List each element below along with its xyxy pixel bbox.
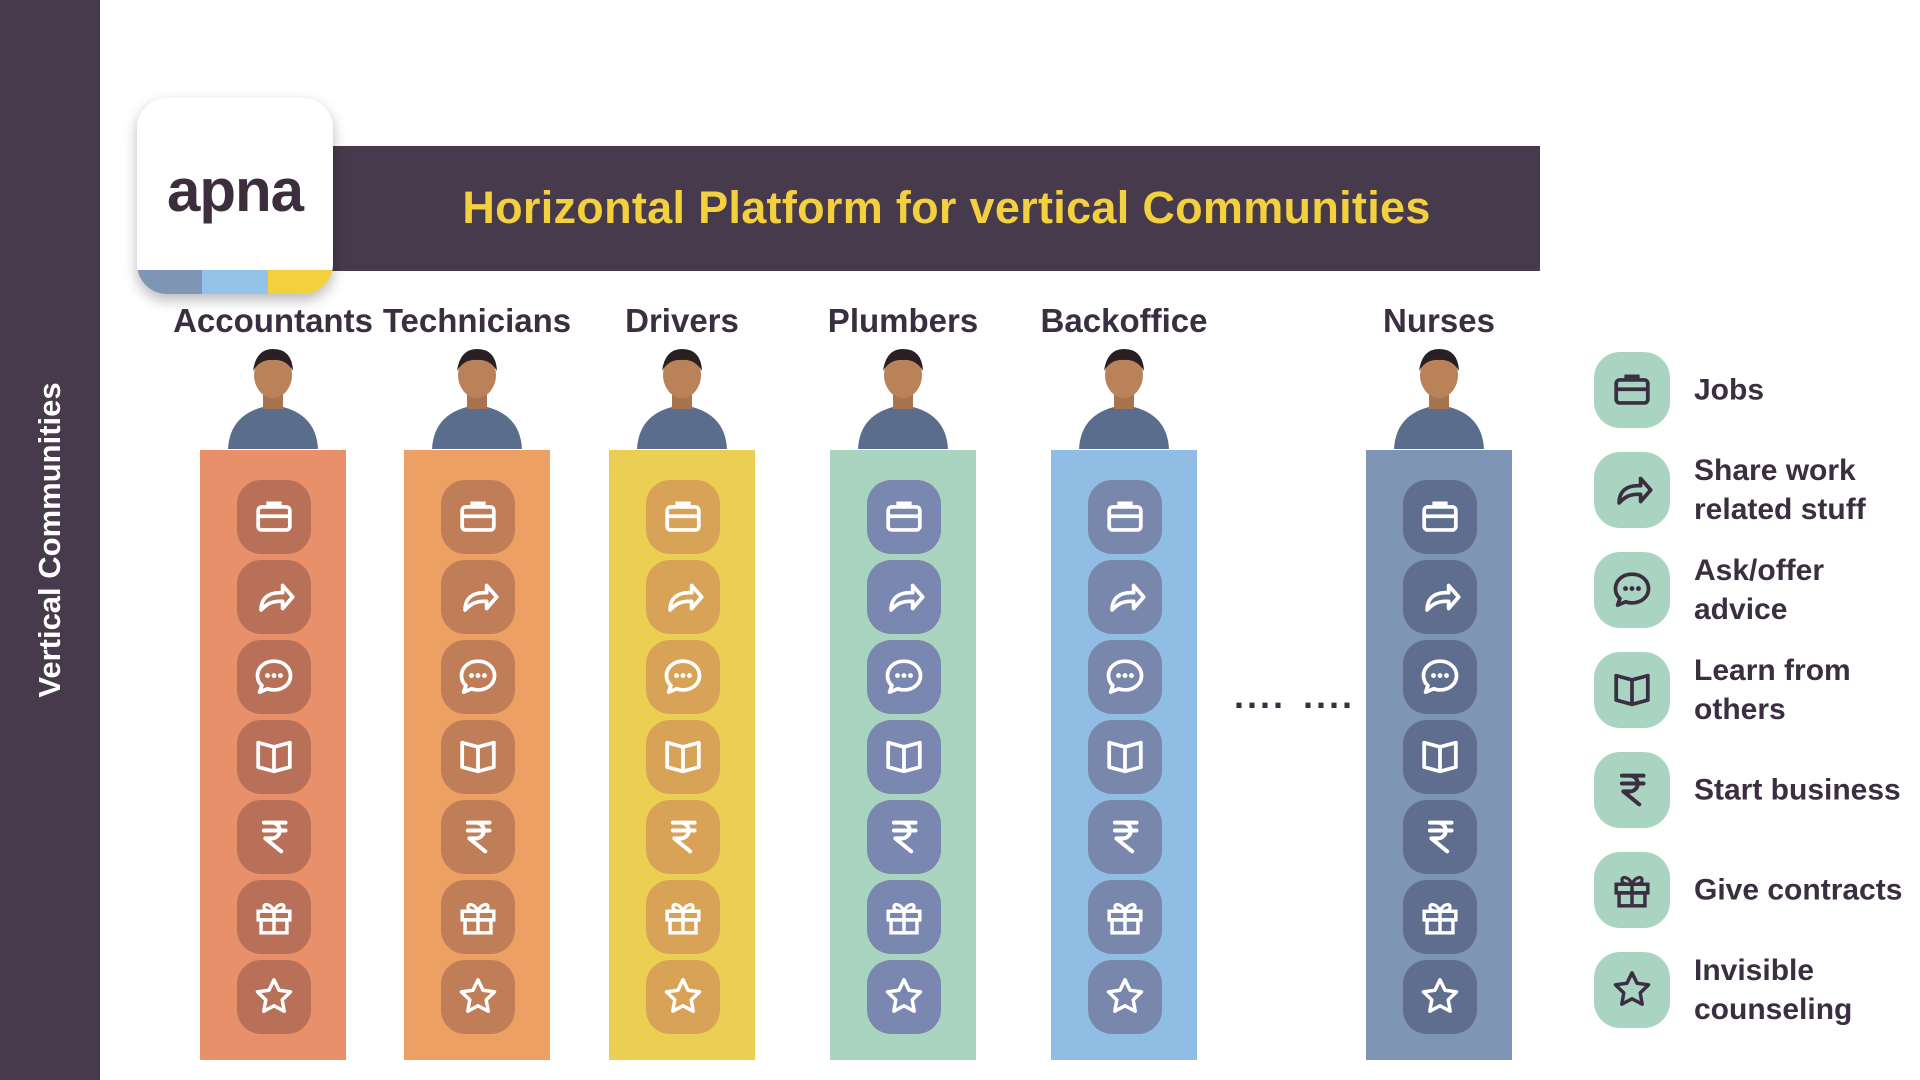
share-arrow-icon <box>1403 560 1477 634</box>
share-arrow-icon <box>441 560 515 634</box>
star-icon <box>237 960 311 1034</box>
community-column-backoffice <box>1051 450 1197 1060</box>
community-column-technicians <box>404 450 550 1060</box>
community-label-plumbers: Plumbers <box>827 302 979 339</box>
banner: Horizontal Platform for vertical Communi… <box>323 146 1540 271</box>
person-photo-nurses <box>1366 343 1512 449</box>
community-label-drivers: Drivers <box>625 302 739 339</box>
chat-bubble-icon <box>1088 640 1162 714</box>
chat-bubble-icon <box>1403 640 1477 714</box>
star-icon <box>646 960 720 1034</box>
legend-item-chat-bubble: Ask/offer advice <box>1594 552 1914 628</box>
legend-label: Start business <box>1694 773 1901 807</box>
chat-bubble-icon <box>646 640 720 714</box>
legend-label: Jobs <box>1694 373 1765 407</box>
rupee-icon <box>1594 752 1670 828</box>
person-photo-plumbers <box>830 343 976 449</box>
book-icon <box>441 720 515 794</box>
community-label-technicians: Technicians <box>382 302 572 339</box>
book-icon <box>1088 720 1162 794</box>
logo-stripe-2 <box>202 270 268 294</box>
legend-item-book: Learn from others <box>1594 652 1914 728</box>
rupee-icon <box>867 800 941 874</box>
chat-bubble-icon <box>441 640 515 714</box>
book-icon <box>646 720 720 794</box>
book-icon <box>1594 652 1670 728</box>
apna-logo: apna <box>137 98 333 294</box>
sidebar-label: Vertical Communities <box>32 382 67 698</box>
briefcase-icon <box>441 480 515 554</box>
person-photo-backoffice <box>1051 343 1197 449</box>
briefcase-icon <box>237 480 311 554</box>
briefcase-icon <box>867 480 941 554</box>
gift-icon <box>441 880 515 954</box>
briefcase-icon <box>646 480 720 554</box>
logo-stripe-3 <box>267 270 333 294</box>
logo-text: apna <box>166 157 304 224</box>
share-arrow-icon <box>867 560 941 634</box>
gift-icon <box>1088 880 1162 954</box>
community-column-drivers <box>609 450 755 1060</box>
rupee-icon <box>237 800 311 874</box>
logo-stripe-1 <box>137 270 203 294</box>
chat-bubble-icon <box>867 640 941 714</box>
gift-icon <box>237 880 311 954</box>
legend-label: Share work related stuff <box>1694 454 1866 526</box>
gift-icon <box>646 880 720 954</box>
share-arrow-icon <box>237 560 311 634</box>
share-arrow-icon <box>1594 452 1670 528</box>
legend-label: Give contracts <box>1694 873 1903 907</box>
legend-item-briefcase: Jobs <box>1594 352 1914 428</box>
person-photo-accountants <box>200 343 346 449</box>
ellipsis-1: .... <box>1234 675 1287 716</box>
star-icon <box>441 960 515 1034</box>
gift-icon <box>1403 880 1477 954</box>
briefcase-icon <box>1594 352 1670 428</box>
star-icon <box>1594 952 1670 1028</box>
banner-title: Horizontal Platform for vertical Communi… <box>462 182 1431 233</box>
community-label-accountants: Accountants <box>173 302 373 339</box>
rupee-icon <box>1403 800 1477 874</box>
rupee-icon <box>1088 800 1162 874</box>
chat-bubble-icon <box>1594 552 1670 628</box>
gift-icon <box>1594 852 1670 928</box>
rupee-icon <box>646 800 720 874</box>
gift-icon <box>867 880 941 954</box>
star-icon <box>867 960 941 1034</box>
briefcase-icon <box>1403 480 1477 554</box>
ellipsis-2: .... <box>1303 675 1356 716</box>
chat-bubble-icon <box>237 640 311 714</box>
sidebar: Vertical Communities <box>0 0 100 1080</box>
briefcase-icon <box>1088 480 1162 554</box>
person-photo-technicians <box>404 343 550 449</box>
community-label-backoffice: Backoffice <box>1040 302 1208 339</box>
community-label-nurses: Nurses <box>1383 302 1495 339</box>
book-icon <box>1403 720 1477 794</box>
star-icon <box>1403 960 1477 1034</box>
community-column-nurses <box>1366 450 1512 1060</box>
legend-label: Ask/offer advice <box>1694 554 1825 626</box>
star-icon <box>1088 960 1162 1034</box>
book-icon <box>867 720 941 794</box>
legend-item-star: Invisible counseling <box>1594 952 1914 1028</box>
legend-item-gift: Give contracts <box>1594 852 1914 928</box>
book-icon <box>237 720 311 794</box>
legend-label: Learn from others <box>1694 654 1851 726</box>
person-photo-drivers <box>609 343 755 449</box>
share-arrow-icon <box>1088 560 1162 634</box>
community-column-accountants <box>200 450 346 1060</box>
community-column-plumbers <box>830 450 976 1060</box>
legend-label: Invisible counseling <box>1694 954 1853 1026</box>
legend-item-share-arrow: Share work related stuff <box>1594 452 1914 528</box>
legend-item-rupee: Start business <box>1594 752 1914 828</box>
share-arrow-icon <box>646 560 720 634</box>
rupee-icon <box>441 800 515 874</box>
